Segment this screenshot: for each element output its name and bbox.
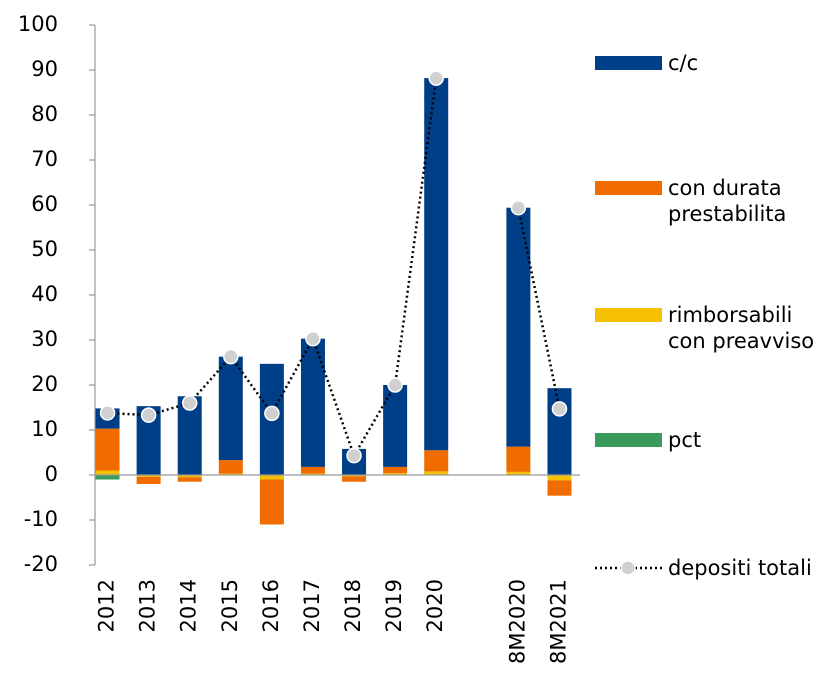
- bar-segment: [424, 78, 449, 451]
- bar-segment: [300, 466, 325, 474]
- bar-segment: [177, 477, 202, 482]
- legend-label: c/c: [668, 51, 699, 75]
- bar-segment: [383, 466, 408, 474]
- line-marker: [305, 330, 321, 347]
- bar-segment: [547, 480, 572, 496]
- bar-segment: [95, 470, 120, 475]
- y-tick-label: 60: [31, 192, 58, 216]
- x-tick-label: 2019: [382, 579, 406, 632]
- legend-label: depositi totali: [668, 556, 812, 580]
- x-tick-label: 2015: [218, 579, 242, 632]
- line-marker: [181, 395, 198, 411]
- y-tick-label: 10: [31, 417, 58, 441]
- bar-segment: [218, 473, 243, 475]
- bar-segment: [424, 471, 449, 475]
- y-tick-label: 0: [45, 462, 58, 486]
- bar-segment: [383, 473, 408, 475]
- bar-segment: [506, 471, 531, 475]
- bar-segment: [300, 473, 325, 475]
- legend-swatch: [595, 181, 662, 195]
- x-tick-label: 2016: [259, 579, 283, 632]
- bar-segment: [136, 475, 161, 477]
- bar-segment: [342, 475, 367, 477]
- y-tick-label: 80: [31, 102, 58, 126]
- y-tick-label: -20: [24, 552, 58, 576]
- y-tick-label: 30: [31, 327, 58, 351]
- y-tick-label: 40: [31, 282, 58, 306]
- y-tick-label: 100: [18, 12, 58, 36]
- x-tick-label: 2012: [95, 579, 119, 632]
- bar-segment: [259, 479, 284, 525]
- bar-segment: [136, 476, 161, 484]
- bar-segment: [259, 475, 284, 480]
- line: [517, 207, 561, 410]
- y-tick-label: 50: [31, 237, 58, 261]
- legend-marker: [620, 560, 636, 576]
- line-marker: [140, 407, 157, 423]
- bar-segment: [424, 450, 449, 472]
- x-tick-label: 2013: [136, 579, 160, 632]
- line-marker: [510, 199, 527, 216]
- legend-swatch: [595, 56, 662, 70]
- x-tick-label: 2020: [423, 579, 447, 632]
- bar-segment: [177, 475, 202, 478]
- legend-label: con durata prestabilita: [668, 176, 787, 226]
- line-marker: [346, 447, 362, 464]
- bar-segment: [95, 475, 120, 480]
- y-tick-label: 90: [31, 57, 58, 81]
- y-tick-label: -10: [24, 507, 58, 531]
- line-marker: [264, 405, 280, 422]
- y-tick-label: 70: [31, 147, 58, 171]
- bar-segment: [218, 356, 243, 461]
- line-marker: [387, 377, 403, 393]
- line-marker: [223, 348, 239, 365]
- line-marker: [99, 405, 116, 421]
- x-tick-label: 8M2021: [546, 579, 570, 664]
- x-tick-label: 2018: [341, 579, 365, 632]
- bar-segment: [383, 385, 408, 467]
- line-marker: [428, 70, 444, 86]
- bar-segment: [218, 460, 243, 474]
- legend-swatch: [595, 308, 662, 322]
- bar-segment: [300, 338, 325, 467]
- bar-segment: [547, 475, 572, 481]
- legend-label: rimborsabili con preavviso: [668, 303, 815, 353]
- bar-segment: [342, 476, 367, 482]
- legend-label: pct: [668, 428, 702, 452]
- y-tick-label: 20: [31, 372, 58, 396]
- legend-swatch: [595, 433, 662, 447]
- line-marker: [551, 401, 568, 417]
- x-tick-label: 2017: [300, 579, 324, 632]
- x-tick-label: 2014: [177, 579, 201, 632]
- bar-segment: [95, 428, 120, 471]
- x-tick-label: 8M2020: [505, 579, 529, 664]
- bar-segment: [506, 446, 531, 472]
